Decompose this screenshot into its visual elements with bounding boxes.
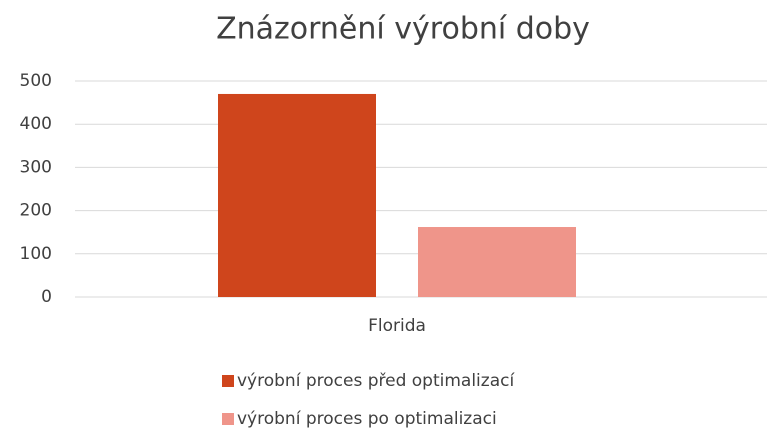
x-tick-label: Florida xyxy=(368,316,426,336)
chart-title: Znázornění výrobní doby xyxy=(216,12,590,47)
bar xyxy=(418,227,576,297)
y-tick-label: 0 xyxy=(41,287,52,307)
y-tick-label: 400 xyxy=(20,114,52,134)
legend-label: výrobní proces po optimalizaci xyxy=(237,409,497,429)
y-tick-label: 200 xyxy=(20,201,52,221)
y-tick-label: 500 xyxy=(20,71,52,91)
legend-swatch xyxy=(222,413,234,425)
bar xyxy=(218,93,376,298)
y-tick-label: 300 xyxy=(20,157,52,177)
legend-label: výrobní proces před optimalizací xyxy=(237,371,515,391)
y-tick-label: 100 xyxy=(20,244,52,264)
legend-swatch xyxy=(222,375,234,387)
